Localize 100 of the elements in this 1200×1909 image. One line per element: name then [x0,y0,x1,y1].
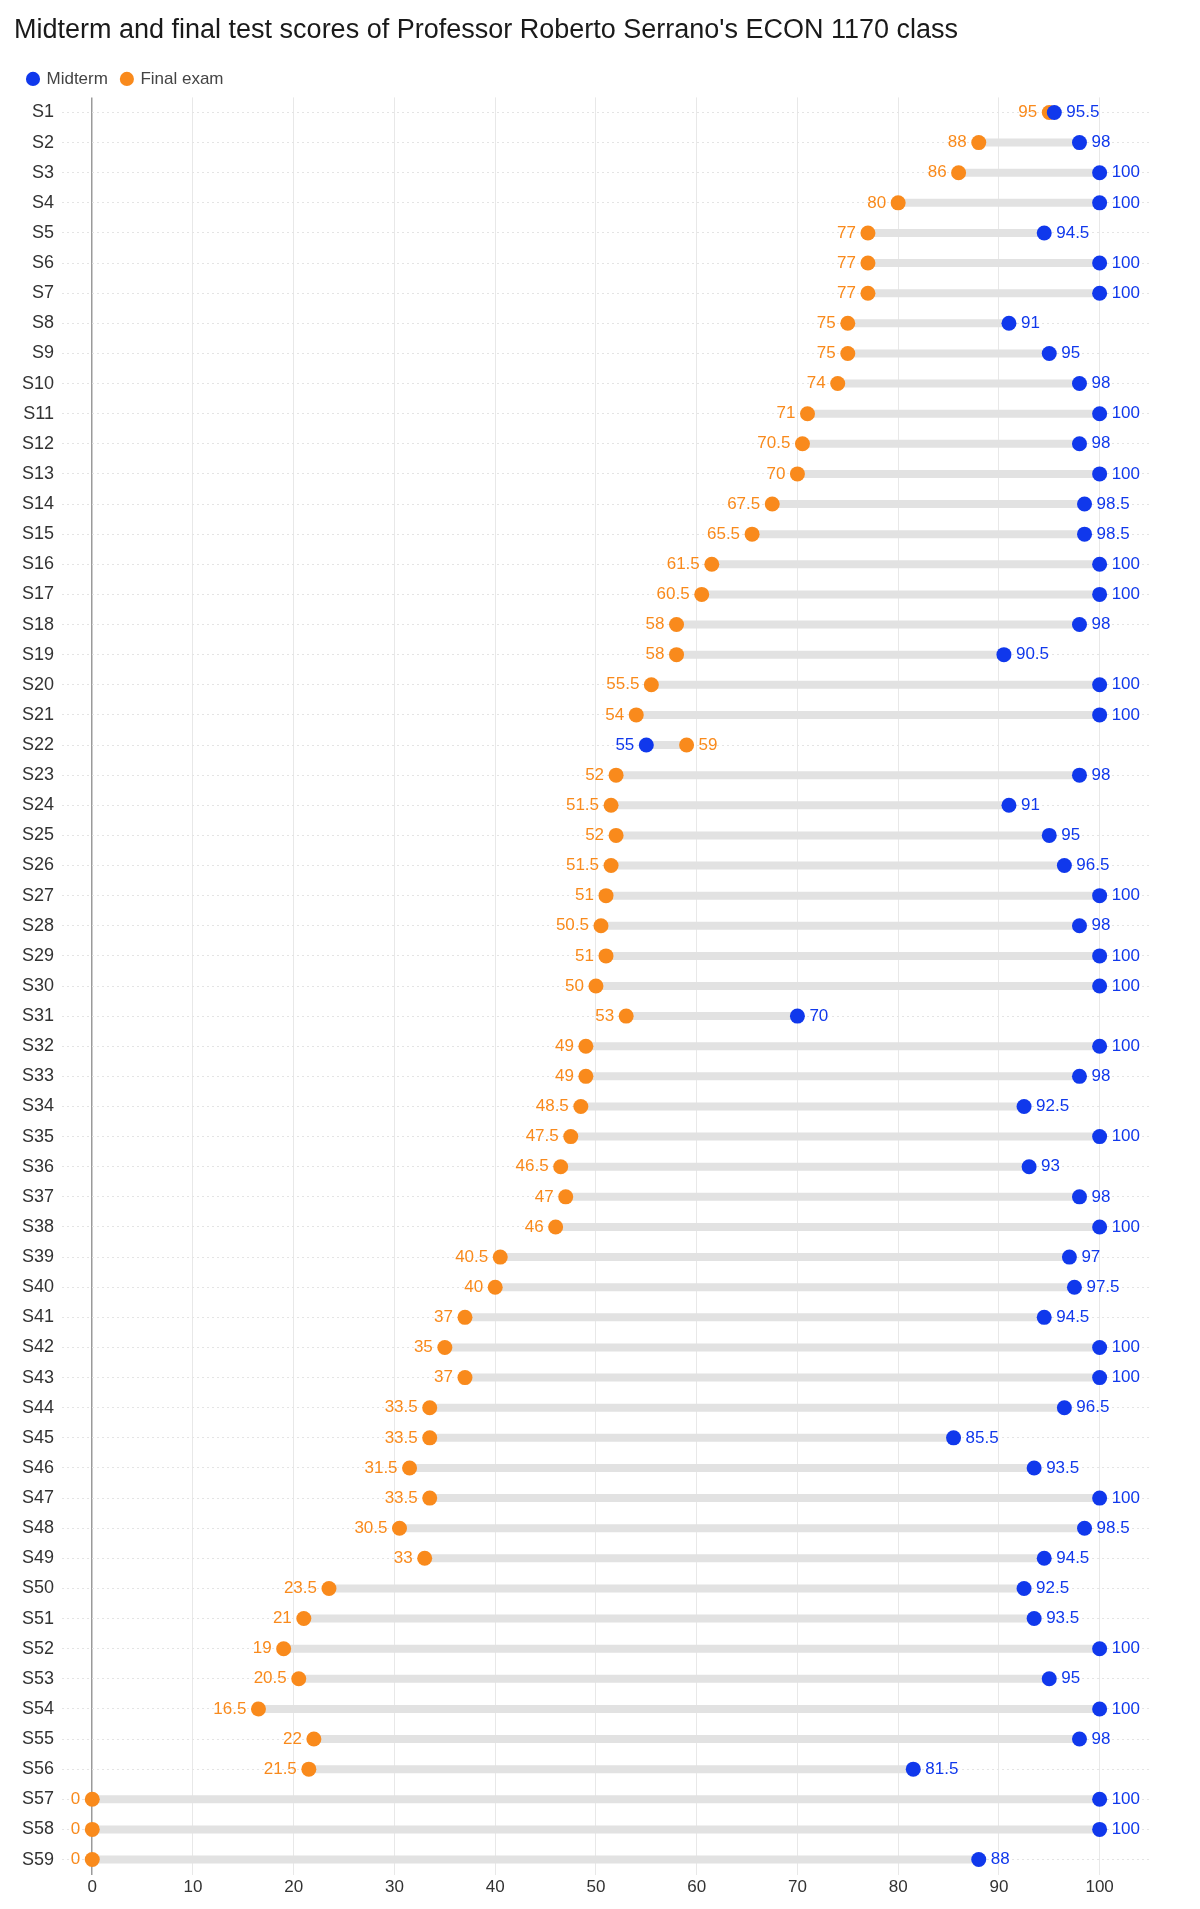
data-label: 75 [816,343,836,363]
y-tick-label: S39 [22,1246,55,1267]
y-tick-label: S1 [32,101,55,122]
point [598,948,614,964]
y-tick-label: S32 [22,1035,55,1056]
y-tick-label: S8 [32,312,55,333]
point [1092,1370,1108,1386]
data-label: 0 [70,1849,81,1869]
data-label: 91 [1020,794,1040,814]
y-tick-label: S34 [22,1095,55,1116]
point [457,1370,473,1386]
point [1036,225,1052,241]
point [563,1129,579,1145]
point [1001,797,1017,813]
point [1071,1731,1087,1747]
point [1092,1641,1108,1657]
data-label: 52 [585,825,605,845]
y-tick-label: S51 [22,1607,55,1628]
point [1092,466,1108,482]
point [276,1641,292,1657]
data-label: 75 [816,313,836,332]
point [1066,1279,1082,1295]
data-label: 30.5 [354,1517,388,1537]
y-tick-label: S16 [22,553,55,574]
data-label: 85.5 [965,1427,999,1447]
data-label: 59 [698,734,718,754]
point [704,556,720,572]
data-label: 100 [1111,704,1141,724]
y-tick-label: S2 [32,131,55,152]
point [764,496,780,512]
point [402,1460,418,1476]
data-label: 98 [1091,915,1111,935]
y-tick-label: S5 [32,221,55,242]
point [1041,1671,1057,1687]
data-label: 100 [1111,282,1141,302]
point [1021,1159,1037,1175]
point [301,1761,317,1777]
y-tick-label: S38 [22,1215,55,1236]
y-tick-label: S28 [22,914,55,935]
data-label: 70.5 [757,433,791,453]
point [1077,1520,1093,1536]
x-tick-label: 30 [385,1877,404,1897]
data-label: 52 [585,764,605,784]
y-tick-label: S56 [22,1758,55,1779]
y-tick-label: S44 [22,1396,55,1417]
data-label: 37 [434,1307,453,1327]
x-tick-label: 80 [888,1877,908,1897]
data-label: 51 [575,885,595,905]
point [794,436,810,452]
data-label: 98 [1091,1186,1111,1206]
y-tick-label: S49 [22,1547,55,1568]
y-tick-label: S30 [22,974,55,995]
x-tick-label: 60 [687,1877,707,1897]
point [1092,948,1108,964]
point [457,1309,473,1325]
data-label: 95 [1018,102,1038,122]
data-label: 98 [1091,1066,1111,1086]
point [1071,436,1087,452]
data-label: 98 [1091,433,1111,453]
point [1092,1490,1108,1506]
y-tick-label: S35 [22,1125,55,1146]
x-tick-label: 40 [485,1877,505,1897]
point [588,978,604,994]
y-tick-label: S57 [22,1788,55,1809]
point [250,1701,266,1717]
data-label: 100 [1111,975,1141,995]
data-label: 100 [1111,1367,1141,1387]
data-label: 100 [1111,674,1141,694]
data-label: 77 [837,252,856,272]
point [1071,135,1087,151]
data-label: 95 [1061,343,1081,363]
y-tick-label: S52 [22,1637,55,1658]
point [1056,1400,1072,1416]
y-tick-label: S53 [22,1667,55,1688]
y-tick-label: S3 [32,161,55,182]
point [1036,1550,1052,1566]
data-label: 46 [524,1216,544,1236]
point [296,1611,312,1627]
data-label: 50 [565,975,584,995]
point [1071,617,1087,633]
y-tick-label: S40 [22,1276,55,1297]
data-label: 65.5 [706,523,741,543]
data-label: 98.5 [1096,493,1130,513]
x-tick-label: 10 [183,1877,203,1897]
data-label: 33 [393,1548,413,1568]
data-label: 21 [272,1608,292,1628]
data-label: 46.5 [515,1156,549,1176]
data-label: 61.5 [666,553,700,573]
data-label: 47 [534,1186,554,1206]
data-label: 40 [464,1276,484,1296]
y-tick-label: S9 [32,342,55,363]
data-label: 95.5 [1066,102,1100,122]
data-label: 95 [1061,825,1081,845]
point [840,345,856,361]
data-label: 55.5 [606,674,640,694]
y-tick-label: S23 [22,764,55,785]
y-tick-label: S58 [22,1818,55,1839]
point [598,888,614,904]
point [628,707,644,723]
data-label: 16.5 [213,1698,247,1718]
